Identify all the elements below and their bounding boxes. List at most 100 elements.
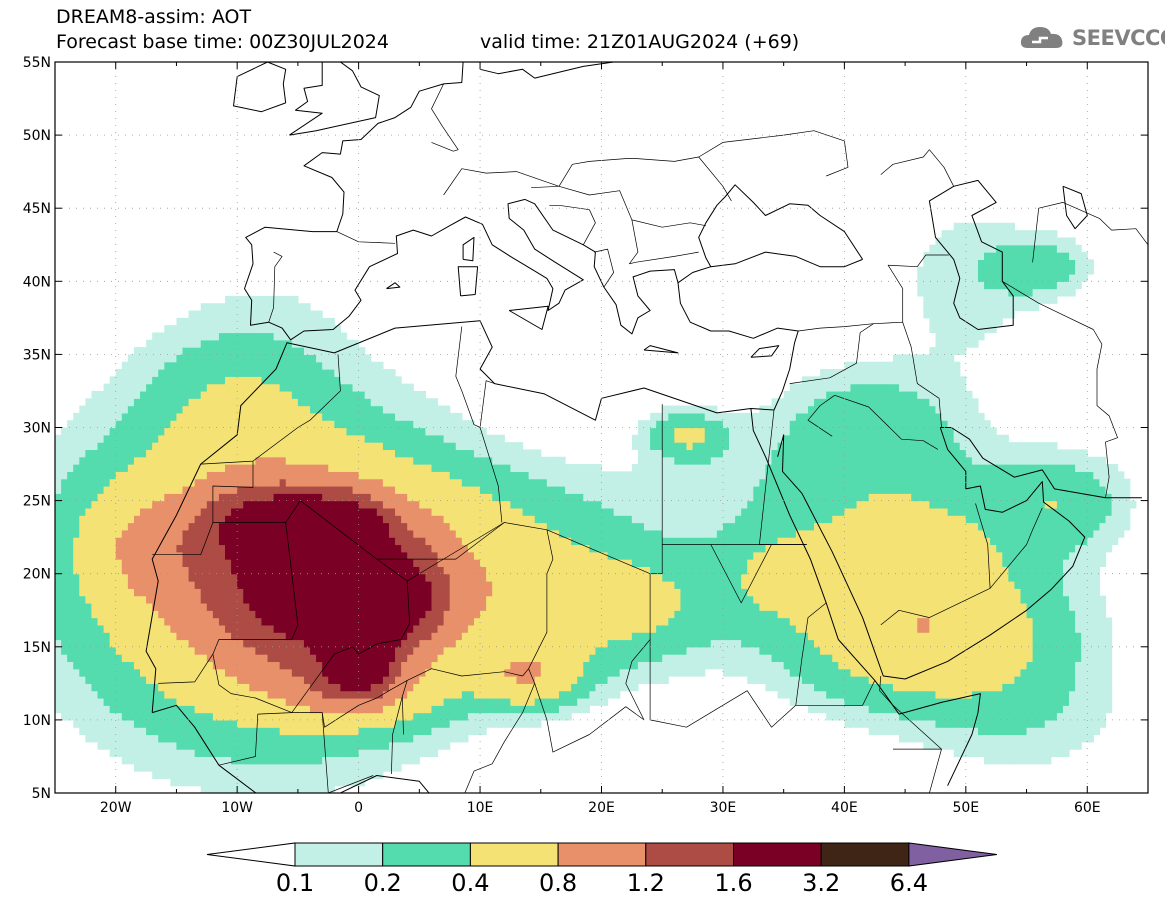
aot-cell — [583, 551, 590, 560]
aot-cell — [91, 595, 99, 604]
aot-cell — [267, 756, 275, 765]
aot-cell — [267, 551, 275, 560]
aot-cell — [285, 610, 293, 619]
aot-cell — [237, 383, 244, 392]
aot-cell — [146, 610, 153, 619]
aot-cell — [140, 398, 147, 407]
aot-cell — [486, 712, 493, 721]
aot-cell — [455, 646, 463, 655]
aot-cell — [510, 705, 518, 714]
aot-cell — [164, 354, 171, 363]
aot-cell — [273, 741, 281, 750]
aot-cell — [303, 705, 311, 714]
aot-cell — [492, 485, 499, 494]
aot-cell — [382, 727, 390, 736]
aot-cell — [152, 551, 159, 560]
aot-cell — [231, 412, 238, 421]
aot-cell — [255, 442, 263, 451]
aot-cell — [364, 646, 372, 655]
aot-cell — [61, 434, 68, 443]
aot-cell — [273, 683, 281, 692]
aot-cell — [328, 778, 335, 787]
aot-cell — [425, 639, 433, 648]
aot-cell — [480, 654, 487, 663]
aot-cell — [231, 763, 238, 772]
aot-cell — [79, 690, 86, 699]
aot-cell — [279, 398, 287, 407]
aot-cell — [552, 478, 560, 487]
aot-cell — [346, 741, 354, 750]
aot-cell — [121, 522, 129, 531]
aot-cell — [279, 778, 287, 787]
aot-cell — [571, 559, 578, 567]
aot-cell — [237, 668, 244, 677]
aot-cell — [364, 427, 372, 436]
aot-cell — [340, 332, 348, 341]
aot-cell — [480, 566, 487, 575]
aot-cell — [583, 661, 590, 670]
aot-cell — [237, 595, 244, 604]
aot-cell — [85, 617, 93, 626]
aot-cell — [237, 412, 244, 421]
aot-cell — [303, 398, 311, 407]
aot-cell — [297, 361, 305, 370]
aot-cell — [206, 646, 214, 655]
aot-cell — [103, 456, 111, 465]
aot-cell — [182, 559, 190, 567]
aot-cell — [164, 383, 171, 392]
aot-cell — [407, 449, 414, 458]
aot-cell — [516, 719, 524, 728]
aot-cell — [267, 537, 275, 546]
aot-cell — [127, 529, 135, 538]
aot-cell — [200, 654, 208, 663]
aot-cell — [85, 456, 93, 465]
aot-cell — [297, 537, 305, 546]
aot-cell — [510, 515, 518, 524]
aot-cell — [127, 719, 135, 728]
aot-cell — [109, 559, 117, 567]
aot-cell — [388, 719, 396, 728]
aot-cell — [310, 763, 317, 772]
aot-cell — [419, 712, 426, 721]
aot-cell — [55, 464, 62, 472]
aot-cell — [395, 654, 402, 663]
aot-cell — [237, 464, 244, 472]
aot-cell — [152, 478, 159, 487]
aot-cell — [583, 705, 590, 714]
aot-cell — [133, 500, 141, 509]
aot-cell — [97, 427, 105, 436]
aot-cell — [225, 405, 232, 414]
aot-cell — [303, 383, 311, 392]
aot-cell — [358, 668, 366, 677]
aot-cell — [431, 507, 439, 516]
aot-cell — [279, 741, 287, 750]
aot-cell — [218, 771, 226, 779]
aot-cell — [261, 537, 269, 546]
aot-cell — [473, 705, 481, 714]
aot-cell — [558, 632, 566, 641]
aot-cell — [164, 464, 171, 472]
aot-cell — [267, 581, 275, 589]
aot-cell — [340, 354, 348, 363]
aot-cell — [388, 544, 396, 553]
aot-cell — [164, 412, 171, 421]
aot-cell — [498, 537, 505, 546]
aot-cell — [255, 303, 263, 312]
aot-cell — [121, 500, 129, 509]
aot-cell — [218, 471, 226, 480]
aot-cell — [85, 398, 93, 407]
aot-cell — [480, 559, 487, 567]
aot-cell — [364, 602, 372, 611]
aot-cell — [109, 493, 117, 502]
aot-cell — [473, 683, 481, 692]
aot-cell — [346, 390, 354, 399]
aot-cell — [601, 471, 609, 480]
aot-cell — [164, 683, 171, 692]
aot-cell — [401, 456, 408, 465]
aot-cell — [109, 390, 117, 399]
aot-cell — [613, 551, 621, 560]
aot-cell — [103, 632, 111, 641]
aot-cell — [194, 763, 202, 772]
aot-cell — [498, 661, 505, 670]
aot-cell — [206, 303, 214, 312]
